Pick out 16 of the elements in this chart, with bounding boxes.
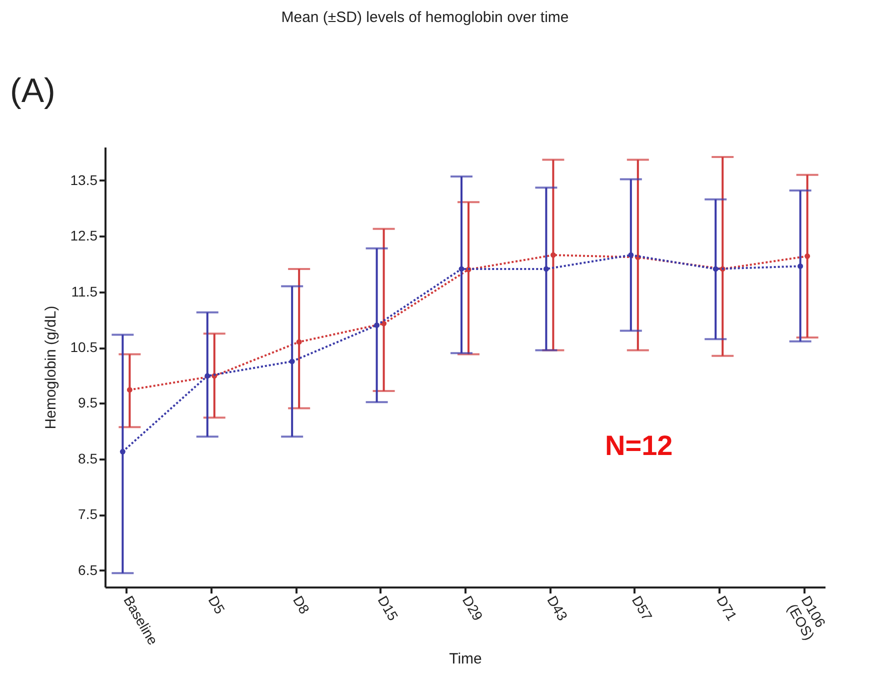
x-tick-label: D5 <box>205 593 228 617</box>
y-tick-label: 9.5 <box>78 394 98 411</box>
y-tick-label: 7.5 <box>78 506 98 522</box>
y-axis-title: Hemoglobin (g/dL) <box>42 306 60 430</box>
x-tick-label: D57 <box>628 593 656 624</box>
y-tick-label: 13.5 <box>70 172 98 188</box>
y-tick-label: 6.5 <box>78 562 98 578</box>
chart-title: Mean (±SD) levels of hemoglobin over time <box>281 9 569 26</box>
text: (A) <box>10 72 56 110</box>
x-axis-title: Time <box>449 650 482 668</box>
x-tick-label: D8 <box>290 593 313 617</box>
annotation: N=12 <box>605 430 673 461</box>
y-tick-label: 10.5 <box>70 339 98 356</box>
y-tick-label: 11.5 <box>71 283 98 300</box>
y-tick-label: 12.5 <box>70 228 98 244</box>
y-tick-label: 8.5 <box>78 450 98 466</box>
